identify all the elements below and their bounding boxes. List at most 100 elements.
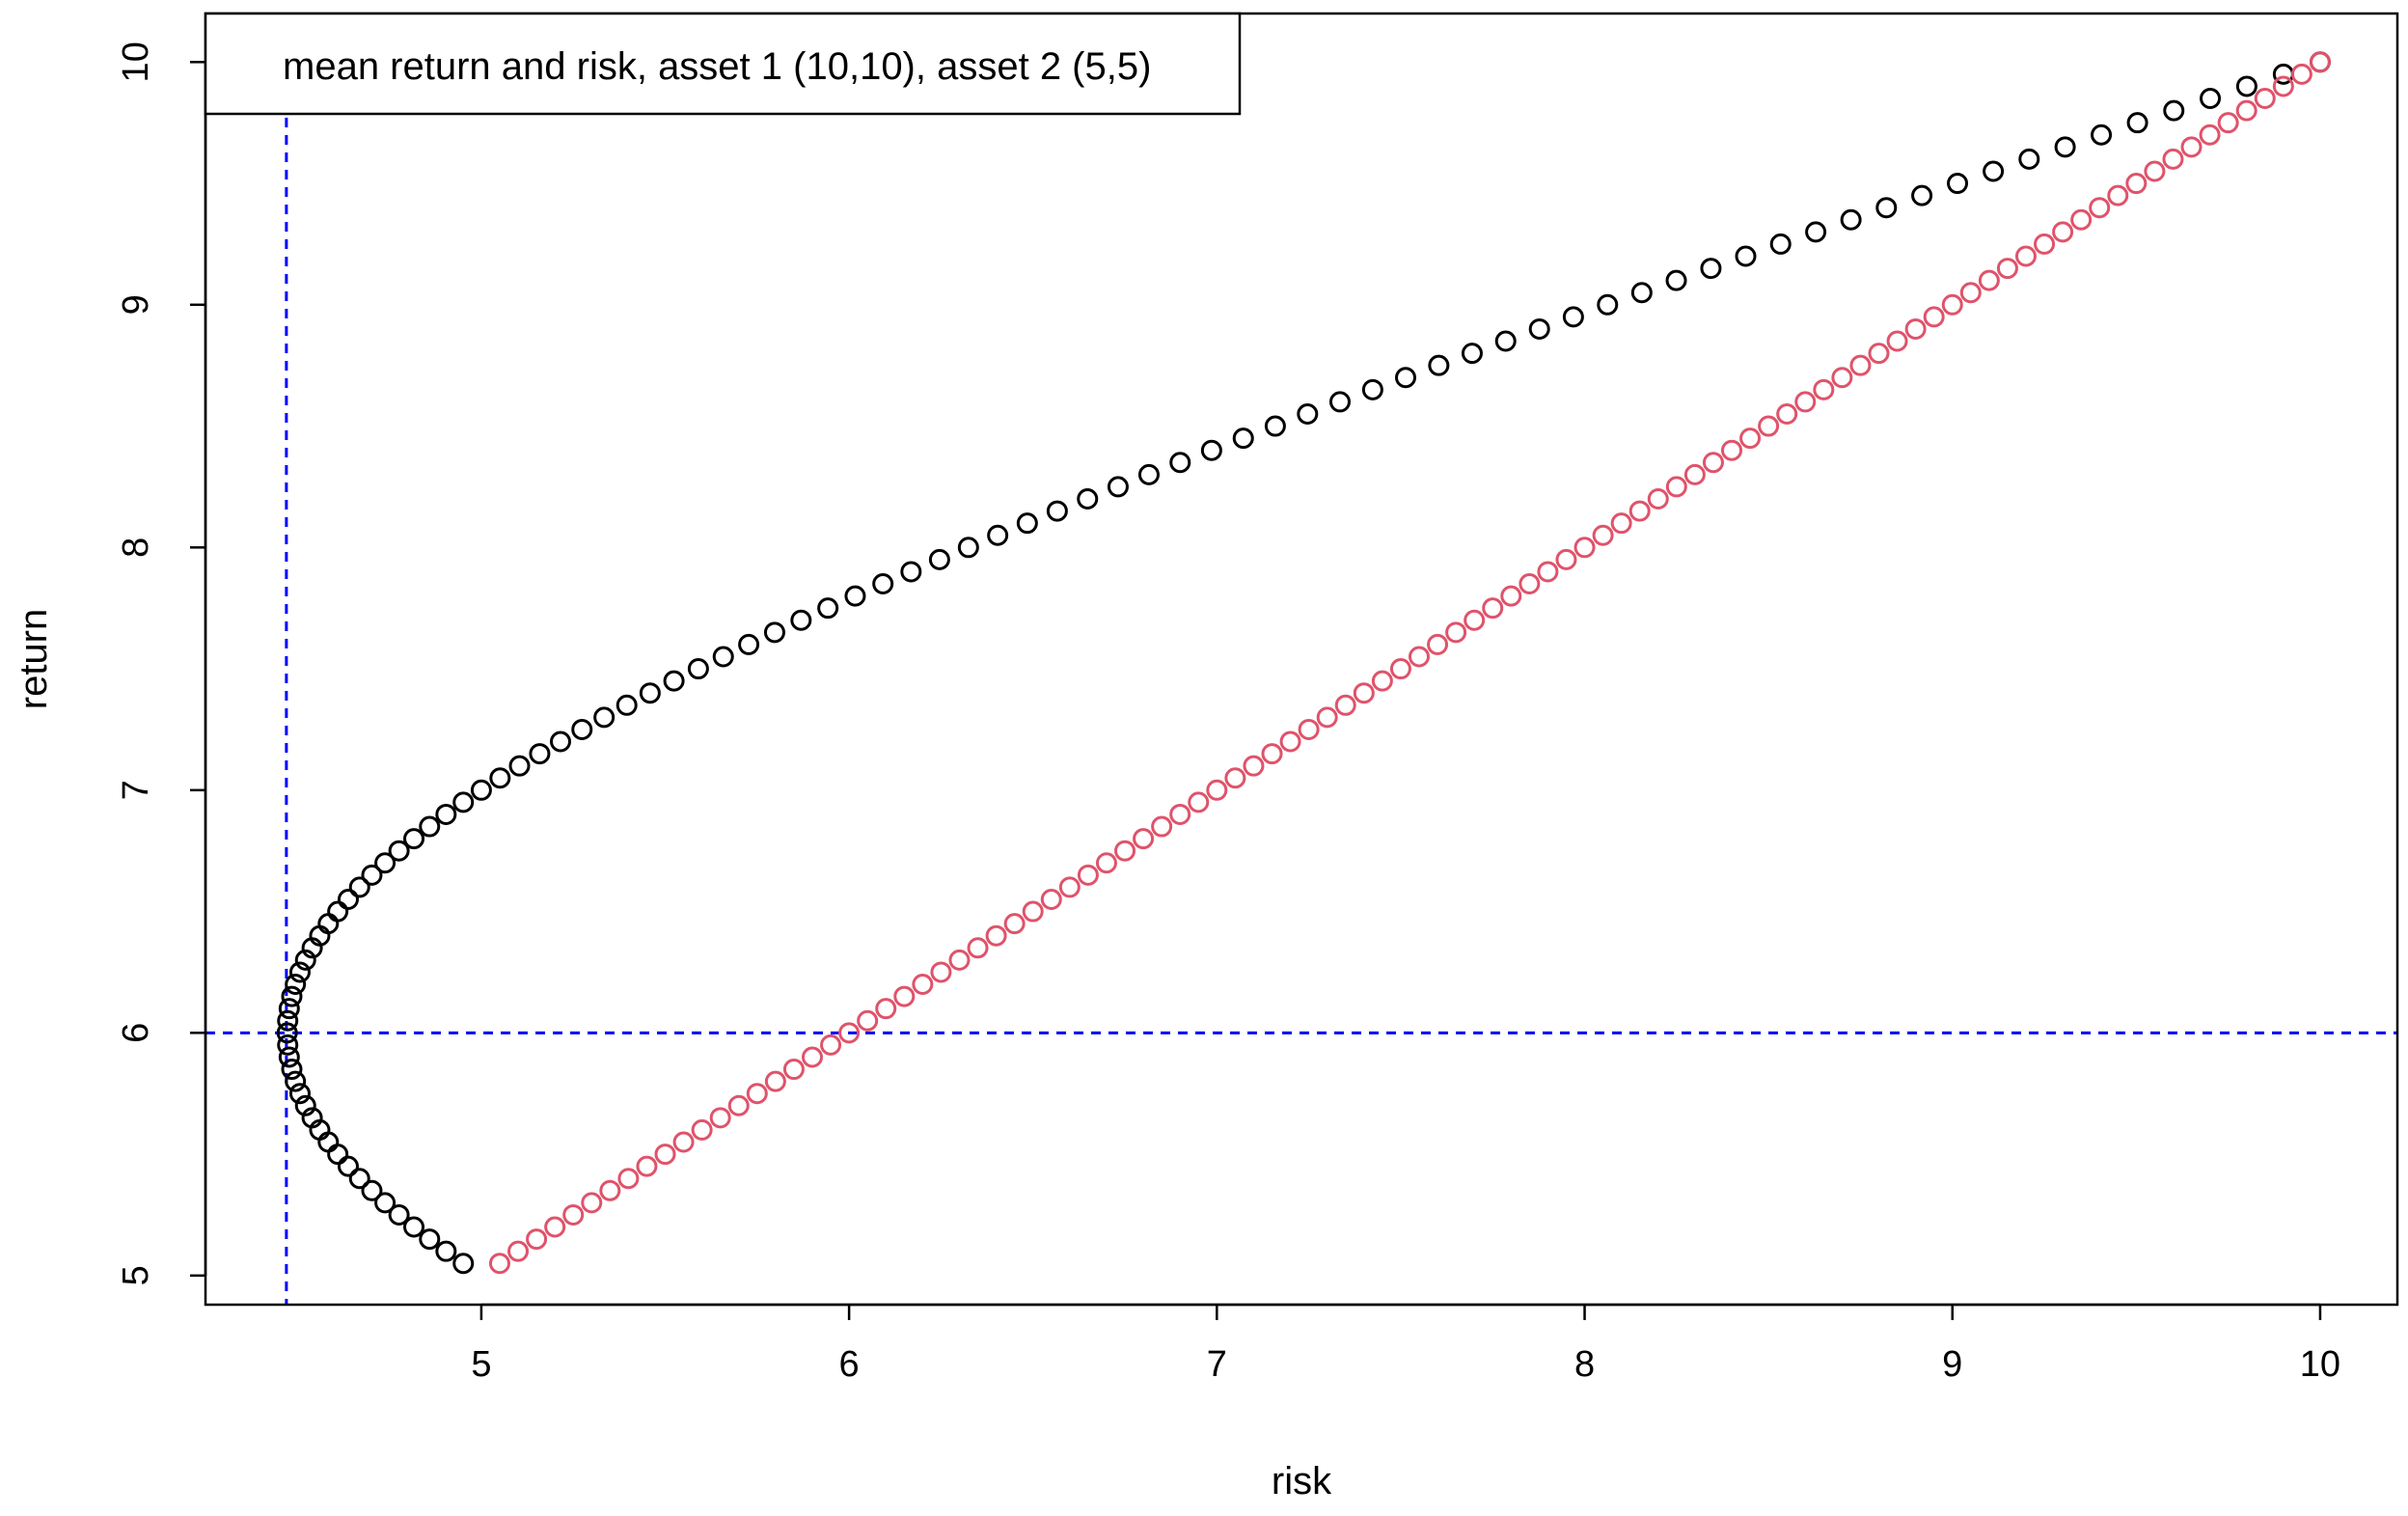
data-point <box>1630 282 1653 304</box>
data-point <box>872 573 894 595</box>
data-point <box>1169 803 1191 825</box>
data-point <box>893 985 916 1007</box>
data-point <box>1776 402 1798 425</box>
data-point <box>1137 463 1160 485</box>
data-point <box>2309 51 2331 73</box>
data-point <box>1264 415 1286 437</box>
data-point <box>875 998 897 1020</box>
data-point <box>709 1107 731 1129</box>
data-point <box>2091 124 2113 146</box>
data-point <box>1279 730 1301 753</box>
data-point <box>957 537 979 559</box>
data-point <box>948 949 971 971</box>
data-point <box>337 888 359 910</box>
data-point <box>639 682 661 704</box>
x-tick-label: 7 <box>1207 1344 1227 1385</box>
data-point <box>1389 658 1411 680</box>
x-tick-label: 10 <box>2300 1344 2340 1385</box>
data-point <box>930 961 952 983</box>
y-tick-label: 5 <box>116 1265 156 1285</box>
data-point <box>2200 88 2222 110</box>
data-point <box>452 791 475 813</box>
data-point <box>1500 585 1522 607</box>
data-point <box>1597 293 1619 316</box>
data-point <box>1095 852 1117 874</box>
data-point <box>1528 317 1550 340</box>
data-point <box>782 1059 805 1081</box>
data-point <box>1739 427 1762 450</box>
data-point <box>1840 208 1862 231</box>
data-point <box>727 1094 750 1116</box>
data-point <box>1232 427 1254 450</box>
data-point <box>985 924 1007 947</box>
data-point <box>1224 767 1246 789</box>
data-point <box>1188 791 1210 813</box>
data-point <box>419 1228 441 1251</box>
data-point <box>278 998 300 1020</box>
data-point <box>1555 548 1577 570</box>
data-point <box>1868 343 1890 365</box>
data-point <box>617 1168 640 1190</box>
data-point <box>488 1253 510 1275</box>
data-point <box>2018 148 2040 170</box>
data-point <box>1445 621 1467 644</box>
data-point <box>1904 317 1927 340</box>
x-tick-label: 6 <box>839 1344 860 1385</box>
data-point <box>1849 354 1872 376</box>
data-point <box>1464 609 1486 631</box>
data-point <box>764 1070 786 1092</box>
data-point <box>1721 439 1743 461</box>
data-point <box>1016 512 1038 535</box>
data-point <box>2180 136 2203 158</box>
data-point <box>581 1192 603 1214</box>
data-point <box>928 548 950 570</box>
data-point <box>1316 706 1338 729</box>
data-point <box>419 815 441 838</box>
data-point <box>294 949 316 971</box>
data-point <box>571 718 593 740</box>
data-point <box>388 1203 410 1226</box>
data-point <box>361 864 383 886</box>
data-point <box>1169 452 1191 474</box>
data-point <box>278 1046 300 1068</box>
data-point <box>507 1240 530 1262</box>
series-perfectly-correlated <box>488 51 2331 1275</box>
data-point <box>1665 269 1687 291</box>
data-point <box>2162 148 2184 170</box>
data-point <box>1610 512 1632 535</box>
data-point <box>1683 463 1706 485</box>
data-point <box>820 1034 842 1056</box>
data-point <box>388 840 410 862</box>
data-point <box>1494 330 1517 352</box>
data-point <box>2054 136 2076 158</box>
data-point <box>1395 367 1416 389</box>
data-point <box>712 646 734 668</box>
data-point <box>1519 573 1541 595</box>
data-point <box>2125 173 2148 195</box>
data-point <box>374 1192 397 1214</box>
legend-box <box>204 12 1242 116</box>
y-axis: 5 6 7 8 9 10 <box>116 41 207 1285</box>
data-point <box>1361 378 1383 400</box>
data-point <box>1592 524 1614 546</box>
data-point <box>1206 779 1228 801</box>
data-point <box>790 609 812 631</box>
data-point <box>1875 197 1898 219</box>
data-point <box>1537 561 1559 583</box>
data-point <box>1758 415 1780 437</box>
data-point <box>1408 646 1430 668</box>
data-point <box>2014 245 2037 267</box>
y-axis-title: return <box>13 609 55 710</box>
y-tick-label: 10 <box>116 41 156 82</box>
data-point <box>1983 160 2005 182</box>
data-point <box>2126 112 2148 134</box>
data-point <box>1911 184 1933 207</box>
data-point <box>361 1179 383 1201</box>
data-point <box>1077 488 1099 510</box>
data-point <box>489 767 511 789</box>
data-point <box>276 1022 298 1044</box>
data-point <box>2217 112 2239 134</box>
legend: mean return and risk, asset 1 (10,10), a… <box>204 12 1242 116</box>
data-point <box>403 828 425 850</box>
data-point <box>2254 88 2276 110</box>
